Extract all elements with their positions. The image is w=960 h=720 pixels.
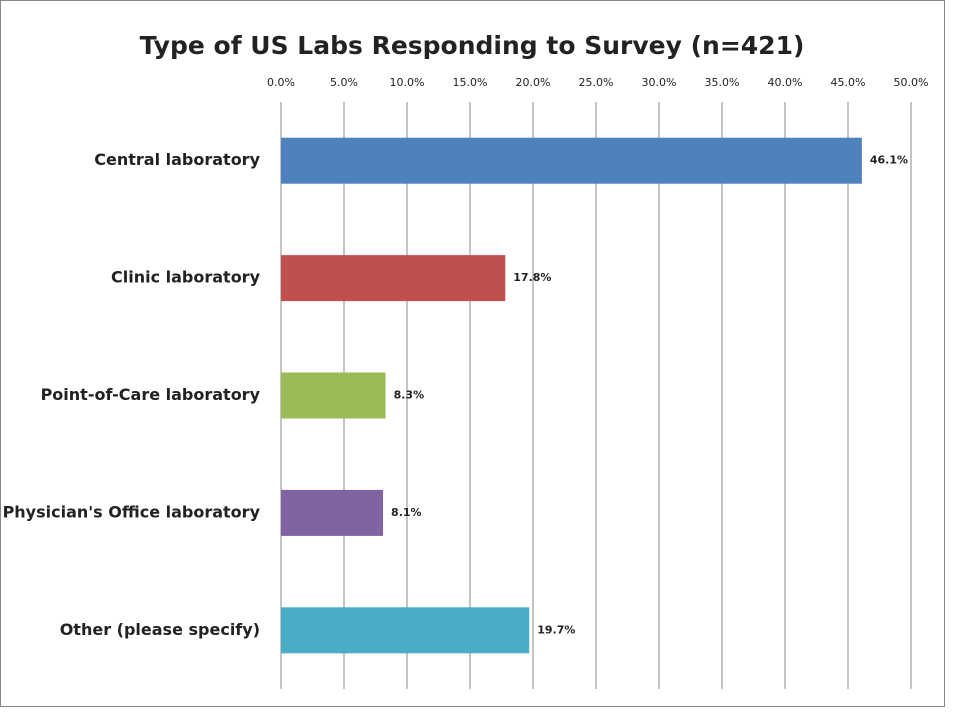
x-tick-label: 30.0% <box>642 76 677 89</box>
x-tick-label: 0.0% <box>267 76 295 89</box>
y-tick-label: Central laboratory <box>94 150 260 169</box>
data-label: 17.8% <box>513 271 551 284</box>
y-tick-label: Point-of-Care laboratory <box>41 385 261 404</box>
x-tick-label: 25.0% <box>579 76 614 89</box>
bar <box>281 489 384 536</box>
chart-border <box>0 0 945 707</box>
y-tick-label: Clinic laboratory <box>111 268 261 287</box>
data-label: 8.1% <box>391 506 422 519</box>
x-tick-label: 40.0% <box>768 76 803 89</box>
bar <box>281 607 530 654</box>
y-tick-label: Other (please specify) <box>60 620 260 639</box>
bar <box>281 137 862 184</box>
bar <box>281 372 386 419</box>
bar <box>281 255 506 302</box>
chart-title: Type of US Labs Responding to Survey (n=… <box>140 31 805 60</box>
x-tick-label: 10.0% <box>390 76 425 89</box>
x-tick-label: 15.0% <box>453 76 488 89</box>
data-label: 46.1% <box>870 154 908 167</box>
x-tick-label: 5.0% <box>330 76 358 89</box>
data-label: 19.7% <box>537 623 575 636</box>
x-tick-label: 45.0% <box>831 76 866 89</box>
x-tick-label: 20.0% <box>516 76 551 89</box>
data-label: 8.3% <box>394 389 425 402</box>
y-tick-label: Physician's Office laboratory <box>3 502 261 521</box>
x-tick-label: 35.0% <box>705 76 740 89</box>
x-tick-label: 50.0% <box>894 76 929 89</box>
